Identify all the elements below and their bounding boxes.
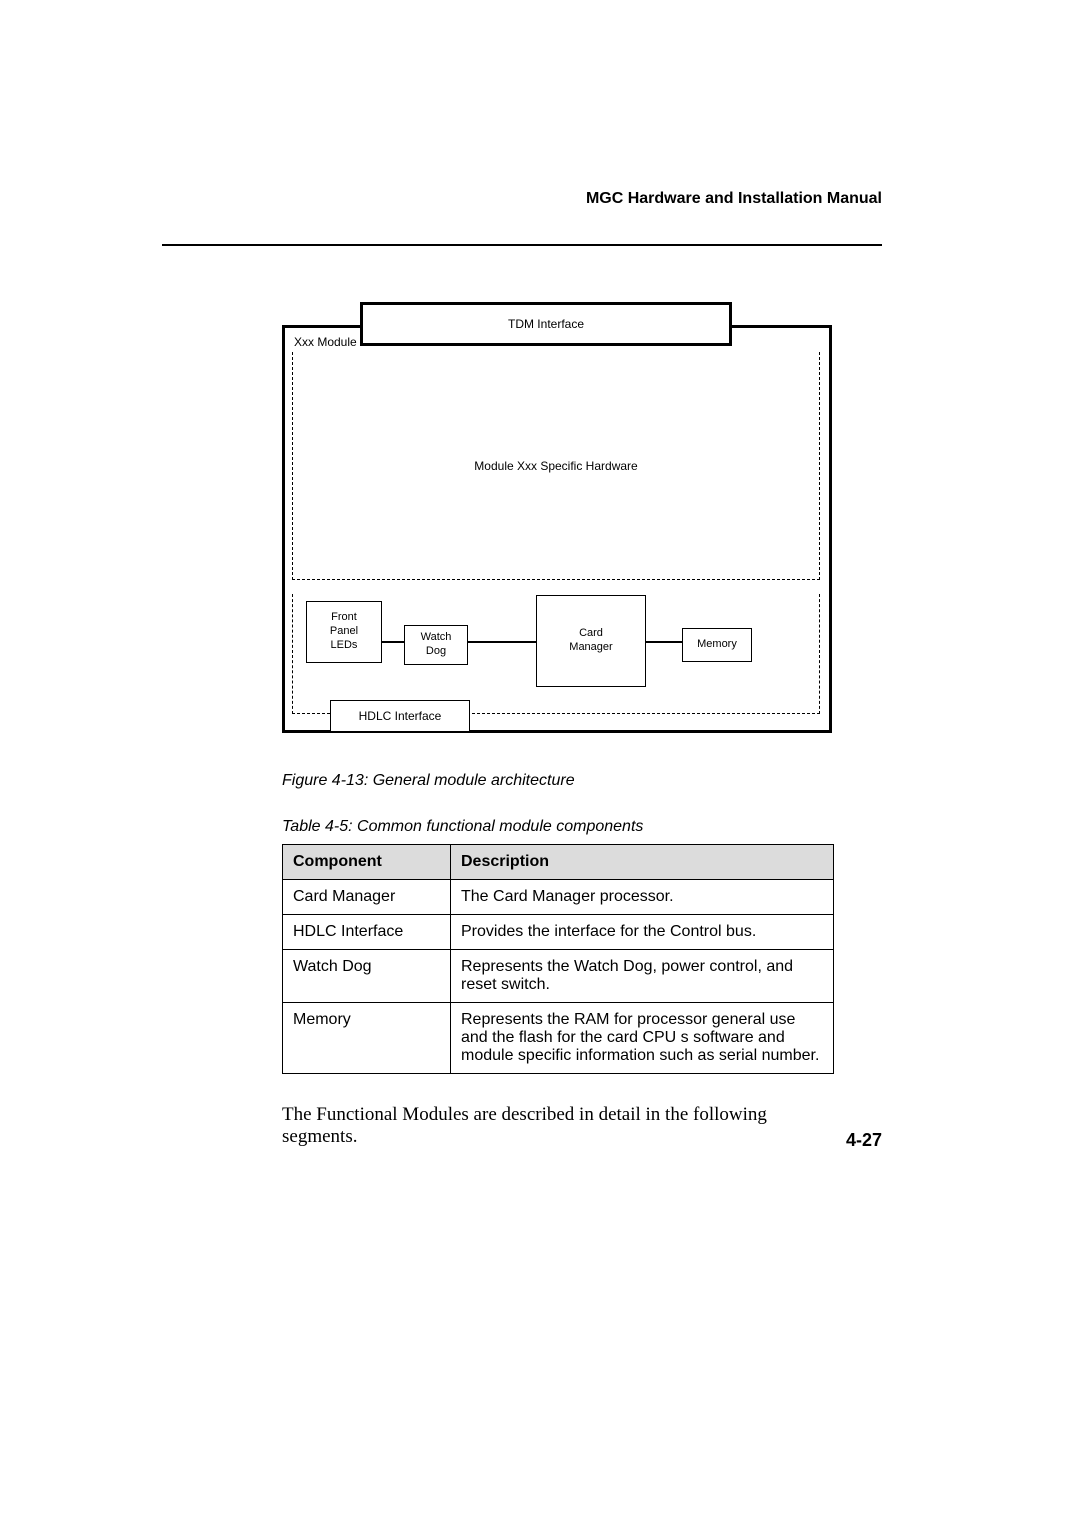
cell-description: The Card Manager processor.: [451, 880, 834, 915]
edge-cardmanager-memory: [646, 641, 682, 643]
table-caption: Table 4-5: Common functional module comp…: [282, 818, 882, 836]
page-content: MGC Hardware and Installation Manual TDM…: [162, 190, 882, 1148]
cell-description: Represents the RAM for processor general…: [451, 1003, 834, 1074]
module-label: Xxx Module: [294, 335, 357, 349]
watch-dog-node: WatchDog: [404, 625, 468, 665]
memory-node: Memory: [682, 628, 752, 662]
cell-description: Represents the Watch Dog, power control,…: [451, 950, 834, 1003]
hdlc-interface-node: HDLC Interface: [330, 700, 470, 732]
front-panel-leds-node: FrontPanelLEDs: [306, 601, 382, 663]
col-component: Component: [283, 845, 451, 880]
specific-hardware-label: Module Xxx Specific Hardware: [474, 459, 637, 473]
table-header-row: Component Description: [283, 845, 834, 880]
cell-component: HDLC Interface: [283, 915, 451, 950]
figure-caption: Figure 4-13: General module architecture: [282, 772, 882, 790]
card-manager-node: CardManager: [536, 595, 646, 687]
page-number: 4-27: [846, 1130, 882, 1151]
col-description: Description: [451, 845, 834, 880]
cell-component: Watch Dog: [283, 950, 451, 1003]
components-table: Component Description Card Manager The C…: [282, 844, 834, 1074]
table-row: Memory Represents the RAM for processor …: [283, 1003, 834, 1074]
table-row: Watch Dog Represents the Watch Dog, powe…: [283, 950, 834, 1003]
tdm-interface-box: TDM Interface: [360, 302, 732, 346]
cell-component: Memory: [283, 1003, 451, 1074]
body-paragraph: The Functional Modules are described in …: [282, 1104, 842, 1148]
cell-component: Card Manager: [283, 880, 451, 915]
edge-watchdog-cardmanager: [468, 641, 536, 643]
table-row: Card Manager The Card Manager processor.: [283, 880, 834, 915]
header-rule: [162, 244, 882, 246]
specific-hardware-region: Module Xxx Specific Hardware: [292, 352, 820, 580]
doc-title: MGC Hardware and Installation Manual: [162, 190, 882, 208]
table-row: HDLC Interface Provides the interface fo…: [283, 915, 834, 950]
cell-description: Provides the interface for the Control b…: [451, 915, 834, 950]
edge-frontpanel-watchdog: [382, 641, 404, 643]
module-architecture-diagram: TDM Interface Xxx Module Module Xxx Spec…: [282, 302, 832, 752]
